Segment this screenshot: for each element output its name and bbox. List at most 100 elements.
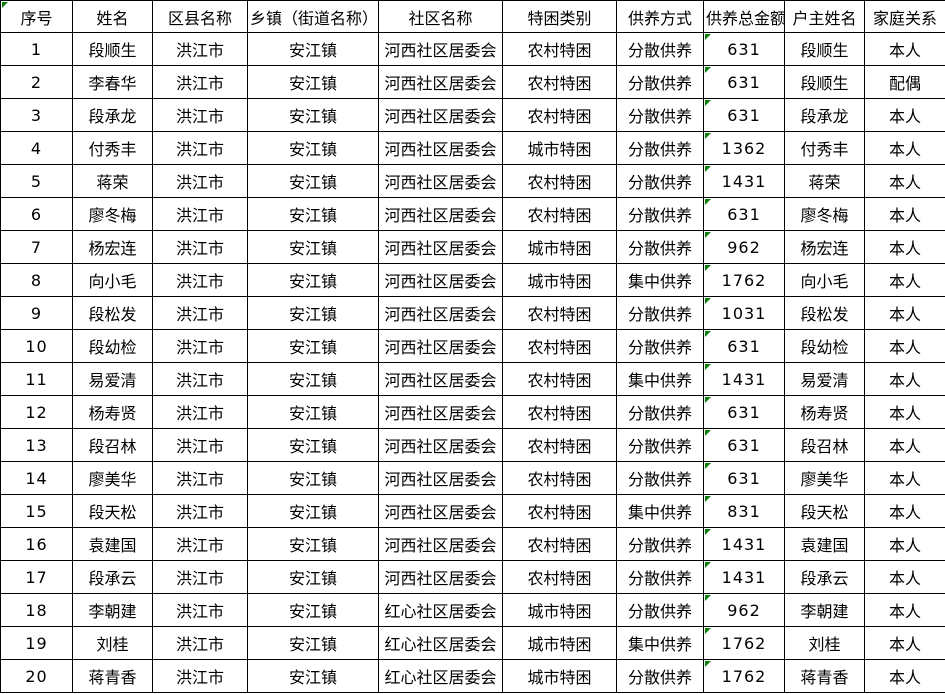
cell-township[interactable]: 安江镇 (247, 230, 379, 264)
cell-head-name[interactable]: 段天松 (784, 494, 865, 528)
cell-district[interactable]: 洪江市 (152, 593, 248, 627)
cell-name[interactable]: 段顺生 (72, 32, 153, 66)
cell-name[interactable]: 段天松 (72, 494, 153, 528)
cell-no[interactable]: 9 (0, 296, 73, 330)
cell-no[interactable]: 20 (0, 659, 73, 693)
column-header-district[interactable]: 区县名称 (152, 0, 248, 33)
cell-head-name[interactable]: 李朝建 (784, 593, 865, 627)
cell-support-method[interactable]: 分散供养 (616, 329, 704, 363)
cell-district[interactable]: 洪江市 (152, 659, 248, 693)
cell-support-method[interactable]: 分散供养 (616, 527, 704, 561)
cell-category[interactable]: 农村特困 (502, 164, 617, 198)
cell-no[interactable]: 12 (0, 395, 73, 429)
cell-head-name[interactable]: 向小毛 (784, 263, 865, 297)
cell-name[interactable]: 蒋荣 (72, 164, 153, 198)
cell-township[interactable]: 安江镇 (247, 131, 379, 165)
cell-support-method[interactable]: 分散供养 (616, 230, 704, 264)
cell-relation[interactable]: 本人 (864, 263, 945, 297)
cell-district[interactable]: 洪江市 (152, 527, 248, 561)
cell-district[interactable]: 洪江市 (152, 98, 248, 132)
cell-total-amount[interactable]: 631 (703, 461, 785, 495)
cell-district[interactable]: 洪江市 (152, 263, 248, 297)
cell-district[interactable]: 洪江市 (152, 626, 248, 660)
cell-support-method[interactable]: 分散供养 (616, 65, 704, 99)
cell-total-amount[interactable]: 1762 (703, 659, 785, 693)
cell-name[interactable]: 付秀丰 (72, 131, 153, 165)
cell-total-amount[interactable]: 1762 (703, 626, 785, 660)
cell-relation[interactable]: 本人 (864, 98, 945, 132)
cell-name[interactable]: 段承龙 (72, 98, 153, 132)
cell-district[interactable]: 洪江市 (152, 164, 248, 198)
cell-community[interactable]: 河西社区居委会 (378, 32, 503, 66)
cell-support-method[interactable]: 集中供养 (616, 494, 704, 528)
column-header-no[interactable]: 序号 (0, 0, 73, 33)
cell-category[interactable]: 城市特困 (502, 593, 617, 627)
cell-township[interactable]: 安江镇 (247, 593, 379, 627)
cell-district[interactable]: 洪江市 (152, 230, 248, 264)
cell-community[interactable]: 河西社区居委会 (378, 329, 503, 363)
cell-community[interactable]: 红心社区居委会 (378, 593, 503, 627)
cell-category[interactable]: 农村特困 (502, 527, 617, 561)
cell-relation[interactable]: 本人 (864, 32, 945, 66)
cell-township[interactable]: 安江镇 (247, 197, 379, 231)
column-header-relation[interactable]: 家庭关系 (864, 0, 945, 33)
cell-head-name[interactable]: 段顺生 (784, 32, 865, 66)
cell-category[interactable]: 农村特困 (502, 296, 617, 330)
cell-district[interactable]: 洪江市 (152, 560, 248, 594)
column-header-name[interactable]: 姓名 (72, 0, 153, 33)
cell-category[interactable]: 城市特困 (502, 131, 617, 165)
cell-township[interactable]: 安江镇 (247, 659, 379, 693)
cell-township[interactable]: 安江镇 (247, 263, 379, 297)
cell-district[interactable]: 洪江市 (152, 461, 248, 495)
cell-support-method[interactable]: 集中供养 (616, 626, 704, 660)
cell-township[interactable]: 安江镇 (247, 65, 379, 99)
cell-total-amount[interactable]: 631 (703, 197, 785, 231)
cell-head-name[interactable]: 袁建国 (784, 527, 865, 561)
cell-head-name[interactable]: 段松发 (784, 296, 865, 330)
cell-community[interactable]: 河西社区居委会 (378, 296, 503, 330)
cell-relation[interactable]: 本人 (864, 395, 945, 429)
cell-relation[interactable]: 本人 (864, 131, 945, 165)
cell-head-name[interactable]: 蒋荣 (784, 164, 865, 198)
cell-name[interactable]: 李朝建 (72, 593, 153, 627)
cell-category[interactable]: 农村特困 (502, 428, 617, 462)
cell-category[interactable]: 城市特困 (502, 659, 617, 693)
cell-category[interactable]: 农村特困 (502, 32, 617, 66)
cell-relation[interactable]: 配偶 (864, 65, 945, 99)
cell-township[interactable]: 安江镇 (247, 296, 379, 330)
cell-relation[interactable]: 本人 (864, 428, 945, 462)
cell-district[interactable]: 洪江市 (152, 395, 248, 429)
cell-name[interactable]: 段松发 (72, 296, 153, 330)
cell-support-method[interactable]: 分散供养 (616, 593, 704, 627)
cell-district[interactable]: 洪江市 (152, 65, 248, 99)
cell-category[interactable]: 农村特困 (502, 98, 617, 132)
cell-support-method[interactable]: 集中供养 (616, 263, 704, 297)
cell-district[interactable]: 洪江市 (152, 428, 248, 462)
cell-community[interactable]: 河西社区居委会 (378, 197, 503, 231)
cell-head-name[interactable]: 杨寿贤 (784, 395, 865, 429)
cell-township[interactable]: 安江镇 (247, 527, 379, 561)
column-header-support-method[interactable]: 供养方式 (616, 0, 704, 33)
cell-name[interactable]: 廖美华 (72, 461, 153, 495)
cell-community[interactable]: 红心社区居委会 (378, 626, 503, 660)
cell-relation[interactable]: 本人 (864, 329, 945, 363)
cell-community[interactable]: 河西社区居委会 (378, 230, 503, 264)
cell-support-method[interactable]: 分散供养 (616, 428, 704, 462)
cell-total-amount[interactable]: 1362 (703, 131, 785, 165)
cell-relation[interactable]: 本人 (864, 296, 945, 330)
cell-district[interactable]: 洪江市 (152, 494, 248, 528)
cell-relation[interactable]: 本人 (864, 527, 945, 561)
cell-head-name[interactable]: 段召林 (784, 428, 865, 462)
cell-district[interactable]: 洪江市 (152, 362, 248, 396)
cell-relation[interactable]: 本人 (864, 164, 945, 198)
cell-name[interactable]: 廖冬梅 (72, 197, 153, 231)
cell-total-amount[interactable]: 631 (703, 428, 785, 462)
cell-no[interactable]: 5 (0, 164, 73, 198)
cell-name[interactable]: 袁建国 (72, 527, 153, 561)
cell-category[interactable]: 城市特困 (502, 230, 617, 264)
cell-support-method[interactable]: 分散供养 (616, 461, 704, 495)
cell-category[interactable]: 农村特困 (502, 362, 617, 396)
cell-category[interactable]: 农村特困 (502, 461, 617, 495)
cell-no[interactable]: 19 (0, 626, 73, 660)
cell-head-name[interactable]: 段承云 (784, 560, 865, 594)
